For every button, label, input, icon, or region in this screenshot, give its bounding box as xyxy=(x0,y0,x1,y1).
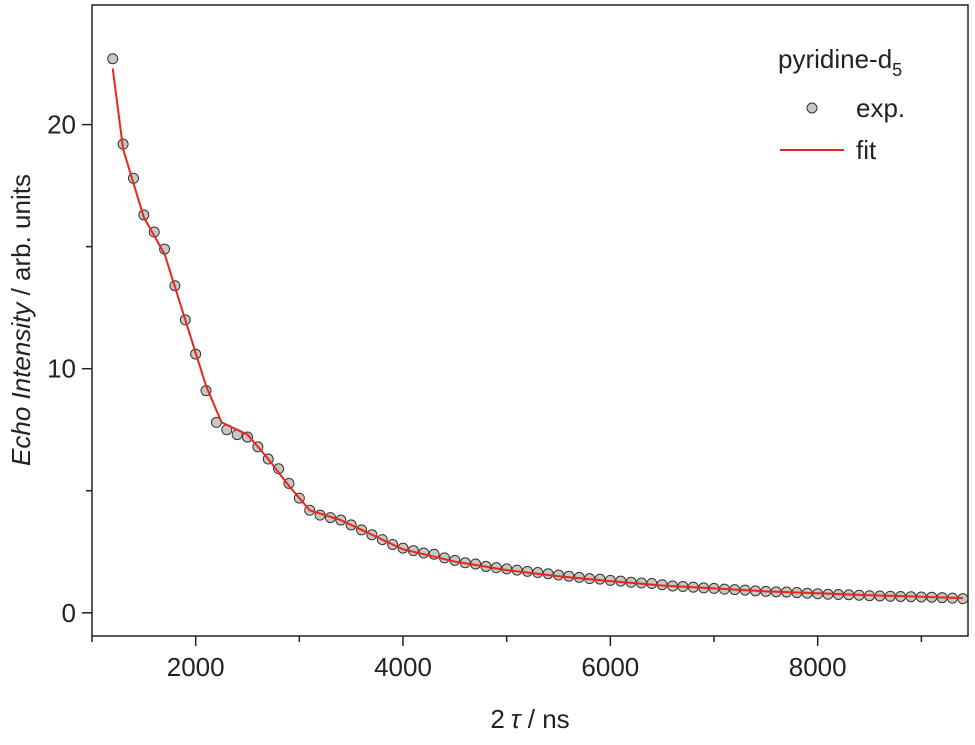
y-axis-label: Echo Intensity / arb. units xyxy=(6,174,36,466)
plot-frame xyxy=(91,4,969,637)
legend-title-sub: 5 xyxy=(892,60,902,80)
data-point xyxy=(283,477,295,489)
y-tick-label: 20 xyxy=(47,110,76,140)
legend-title: pyridine-d5 xyxy=(778,44,902,80)
x-label-part: 2 xyxy=(490,704,504,734)
x-tick-label: 2000 xyxy=(167,652,225,682)
legend-marker xyxy=(806,102,818,114)
y-label-part: Echo Intensity xyxy=(6,301,36,466)
x-tick-label: 4000 xyxy=(374,652,432,682)
y-label-part: / arb. units xyxy=(6,174,36,303)
legend-title-text: pyridine-d xyxy=(778,44,892,74)
legend-label: fit xyxy=(856,135,877,165)
data-point xyxy=(242,431,254,443)
x-tick-label: 8000 xyxy=(789,652,847,682)
data-point xyxy=(107,53,119,65)
legend-label: exp. xyxy=(856,93,905,123)
x-label-part: / ns xyxy=(521,704,570,734)
x-tick-label: 6000 xyxy=(581,652,639,682)
y-tick-label: 0 xyxy=(62,598,76,628)
x-label-part: τ xyxy=(511,704,523,734)
y-tick-label: 10 xyxy=(47,354,76,384)
fit-line xyxy=(111,68,963,600)
